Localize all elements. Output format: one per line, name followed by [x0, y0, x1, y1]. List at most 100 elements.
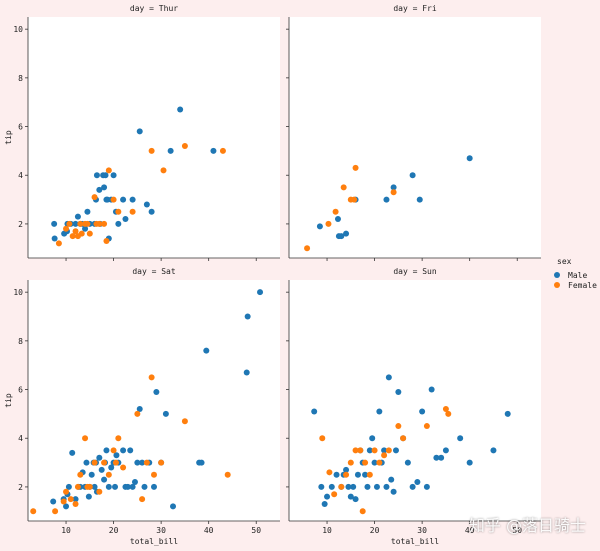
y-tick-label: 4 — [18, 434, 23, 443]
data-point-male — [84, 208, 91, 215]
data-point-male — [69, 449, 76, 456]
data-point-male — [167, 147, 174, 154]
plot-area — [28, 280, 280, 521]
data-point-male — [362, 471, 369, 478]
y-tick-label: 2 — [18, 483, 23, 492]
data-point-female — [325, 220, 332, 227]
data-point-female — [55, 240, 62, 247]
data-point-male — [244, 313, 251, 320]
series-female — [30, 374, 231, 515]
x-tick-label: 20 — [109, 526, 119, 535]
data-point-male — [141, 483, 148, 490]
legend-female-label: Female — [568, 281, 597, 290]
data-point-female — [101, 220, 108, 227]
data-point-female — [110, 447, 117, 454]
x-tick-label: 40 — [465, 526, 475, 535]
data-point-female — [78, 230, 85, 237]
data-point-female — [366, 471, 373, 478]
y-axis-title: tip — [4, 130, 13, 145]
data-point-male — [428, 386, 435, 393]
data-point-male — [414, 479, 421, 486]
data-point-male — [122, 216, 129, 223]
data-point-male — [433, 454, 440, 461]
data-point-male — [85, 493, 92, 500]
data-point-male — [350, 483, 357, 490]
data-point-male — [369, 435, 376, 442]
data-point-female — [86, 230, 93, 237]
data-point-male — [466, 155, 473, 162]
data-point-female — [63, 225, 70, 232]
data-point-male — [153, 388, 160, 395]
data-point-male — [210, 147, 217, 154]
data-point-female — [77, 220, 84, 227]
legend-male-marker — [554, 272, 560, 278]
data-point-male — [124, 483, 131, 490]
data-point-female — [442, 406, 449, 413]
data-point-male — [105, 483, 112, 490]
data-point-female — [72, 500, 79, 507]
data-point-male — [311, 408, 318, 415]
data-point-female — [181, 418, 188, 425]
data-point-female — [74, 483, 81, 490]
y-tick-label: 8 — [18, 74, 23, 83]
x-tick-label: 20 — [370, 526, 380, 535]
plot-area — [28, 17, 280, 258]
data-point-male — [136, 406, 143, 413]
data-point-female — [120, 464, 127, 471]
data-point-male — [366, 447, 373, 454]
data-point-female — [63, 488, 70, 495]
data-point-female — [105, 471, 112, 478]
data-point-male — [385, 374, 392, 381]
facet-panel: day = Sun 10 20 30 40 50 total_bill — [286, 267, 541, 546]
data-point-male — [338, 233, 345, 240]
data-point-male — [345, 483, 352, 490]
data-point-male — [364, 483, 371, 490]
data-point-male — [343, 466, 350, 473]
data-point-male — [490, 447, 497, 454]
watermark: 知乎 @落日骑士 — [468, 516, 586, 535]
data-point-female — [352, 447, 359, 454]
data-point-female — [66, 220, 73, 227]
data-point-male — [115, 220, 122, 227]
facet-panel: day = Sat 2 4 6 8 10 10 20 30 40 50 tip total_bill — [4, 267, 280, 546]
data-point-male — [72, 496, 79, 503]
data-point-male — [388, 476, 395, 483]
data-point-male — [151, 483, 157, 490]
facet-panel: day = Thur 2 4 6 8 10 tip — [4, 4, 280, 261]
data-point-male — [347, 493, 354, 500]
data-point-female — [148, 374, 155, 381]
x-tick-label: 30 — [156, 526, 166, 535]
data-point-male — [110, 172, 117, 179]
panel-title: day = Sun — [393, 267, 437, 276]
data-point-female — [357, 447, 364, 454]
data-point-male — [409, 172, 416, 179]
data-point-male — [504, 410, 511, 417]
plot-area — [289, 280, 541, 521]
data-point-male — [101, 184, 108, 191]
data-point-female — [110, 196, 117, 203]
x-tick-label: 10 — [322, 526, 332, 535]
data-point-female — [134, 410, 141, 417]
data-point-male — [383, 483, 390, 490]
data-point-male — [316, 223, 323, 230]
data-point-male — [416, 196, 423, 203]
data-point-male — [96, 454, 103, 461]
data-point-male — [170, 503, 177, 510]
data-point-female — [219, 147, 226, 154]
series-female — [319, 406, 452, 515]
data-point-male — [139, 459, 146, 466]
data-point-male — [83, 459, 90, 466]
data-point-male — [321, 500, 328, 507]
data-point-male — [108, 464, 115, 471]
data-point-male — [50, 498, 57, 505]
y-tick-label: 8 — [18, 337, 23, 346]
data-point-male — [383, 196, 390, 203]
panel-title: day = Fri — [393, 4, 437, 13]
data-point-female — [359, 508, 366, 515]
data-point-male — [392, 447, 399, 454]
data-point-male — [371, 459, 378, 466]
data-point-female — [423, 423, 430, 430]
data-point-male — [333, 471, 340, 478]
data-point-male — [198, 459, 205, 466]
